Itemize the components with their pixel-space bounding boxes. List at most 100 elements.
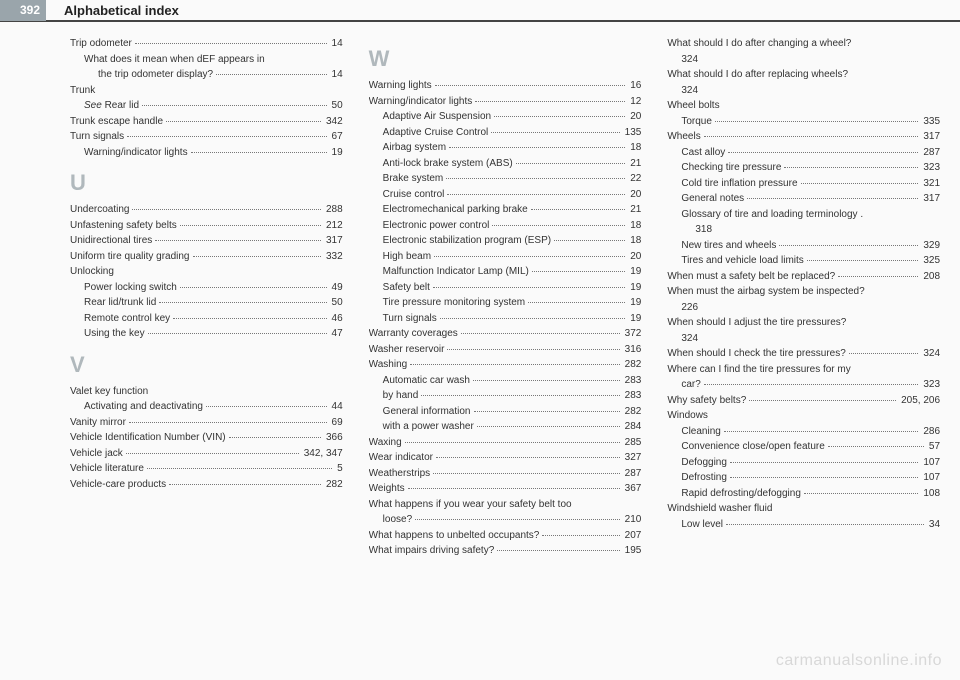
entry-page: 19 — [628, 280, 641, 296]
index-entry: Warranty coverages372 — [369, 326, 642, 342]
index-entry: Checking tire pressure323 — [667, 160, 940, 176]
entry-page: 18 — [628, 233, 641, 249]
index-entry: loose?210 — [369, 512, 642, 528]
index-entry: Defogging107 — [667, 455, 940, 471]
leader-dots — [193, 256, 321, 257]
entry-page: 372 — [623, 326, 642, 342]
index-entry: Malfunction Indicator Lamp (MIL)19 — [369, 264, 642, 280]
entry-page: 367 — [623, 481, 642, 497]
index-entry: Tire pressure monitoring system19 — [369, 295, 642, 311]
entry-page: 107 — [921, 455, 940, 471]
entry-page: 332 — [324, 249, 343, 265]
entry-label: Anti-lock brake system (ABS) — [383, 156, 513, 172]
leader-dots — [516, 163, 626, 164]
entry-page: 286 — [921, 424, 940, 440]
index-entry: Trunk — [70, 83, 343, 99]
index-entry: Washing282 — [369, 357, 642, 373]
index-entry: Defrosting107 — [667, 470, 940, 486]
entry-page: 329 — [921, 238, 940, 254]
entry-page: 282 — [623, 357, 642, 373]
entry-page: 34 — [927, 517, 940, 533]
leader-dots — [216, 74, 326, 75]
entry-label: Convenience close/open feature — [681, 439, 824, 455]
entry-page: 18 — [628, 140, 641, 156]
entry-label: Uniform tire quality grading — [70, 249, 190, 265]
entry-label: When must the airbag system be inspected… — [667, 286, 864, 297]
index-entry: Tires and vehicle load limits 325 — [667, 253, 940, 269]
index-entry: What does it mean when dEF appears in — [70, 52, 343, 68]
entry-label: Checking tire pressure — [681, 160, 781, 176]
entry-page: 20 — [628, 249, 641, 265]
index-entry: Using the key47 — [70, 326, 343, 342]
entry-page: 19 — [628, 295, 641, 311]
index-entry: Low level34 — [667, 517, 940, 533]
index-entry: Torque335 — [667, 114, 940, 130]
entry-page: 208 — [921, 269, 940, 285]
entry-label: Wheels — [667, 129, 700, 145]
index-entry: Anti-lock brake system (ABS)21 — [369, 156, 642, 172]
entry-label: Electronic stabilization program (ESP) — [383, 233, 551, 249]
index-entry: Trunk escape handle342 — [70, 114, 343, 130]
leader-dots — [436, 457, 620, 458]
index-entry: Uniform tire quality grading 332 — [70, 249, 343, 265]
entry-page: 287 — [623, 466, 642, 482]
leader-dots — [704, 384, 919, 385]
index-entry: Cleaning286 — [667, 424, 940, 440]
entry-label: Unfastening safety belts — [70, 218, 177, 234]
entry-page: 135 — [623, 125, 642, 141]
index-entry: Waxing285 — [369, 435, 642, 451]
index-entry: Adaptive Air Suspension20 — [369, 109, 642, 125]
entry-page: 321 — [921, 176, 940, 192]
leader-dots — [166, 121, 321, 122]
leader-dots — [447, 194, 625, 195]
entry-label: Torque — [681, 114, 712, 130]
section-letter: W — [369, 46, 642, 72]
entry-page: 22 — [628, 171, 641, 187]
entry-label: loose? — [383, 512, 412, 528]
leader-dots — [477, 426, 620, 427]
leader-dots — [132, 209, 321, 210]
entry-label: Power locking switch — [84, 280, 177, 296]
leader-dots — [492, 225, 625, 226]
leader-dots — [127, 136, 326, 137]
index-columns: Trip odometer14What does it mean when dE… — [0, 36, 960, 559]
entry-page: 325 — [921, 253, 940, 269]
index-entry: What should I do after replacing wheels? — [667, 67, 940, 83]
entry-label: What should I do after changing a wheel? — [667, 38, 851, 49]
index-entry: What happens if you wear your safety bel… — [369, 497, 642, 513]
column-2: WWarning lights16Warning/indicator light… — [369, 36, 642, 559]
index-entry: Unfastening safety belts212 — [70, 218, 343, 234]
leader-dots — [129, 422, 327, 423]
page-number: 392 — [0, 0, 46, 21]
leader-dots — [180, 287, 327, 288]
entry-label: Why safety belts? — [667, 393, 746, 409]
section-letter: U — [70, 170, 343, 196]
index-entry: Where can I find the tire pressures for … — [667, 362, 940, 378]
index-entry: Cruise control20 — [369, 187, 642, 203]
index-entry: Windshield washer fluid — [667, 501, 940, 517]
leader-dots — [704, 136, 919, 137]
index-entry: Vehicle Identification Number (VIN)366 — [70, 430, 343, 446]
entry-label: General information — [383, 404, 471, 420]
entry-label: 226 — [681, 302, 698, 313]
entry-label: Trunk escape handle — [70, 114, 163, 130]
index-entry: the trip odometer display?14 — [70, 67, 343, 83]
entry-page: 285 — [623, 435, 642, 451]
index-entry: When must a safety belt be replaced?208 — [667, 269, 940, 285]
index-entry: Convenience close/open feature57 — [667, 439, 940, 455]
index-entry: What impairs driving safety?195 — [369, 543, 642, 559]
entry-label: Windshield washer fluid — [667, 503, 772, 514]
entry-page: 327 — [623, 450, 642, 466]
index-entry: car?323 — [667, 377, 940, 393]
index-entry: Undercoating288 — [70, 202, 343, 218]
entry-label: Airbag system — [383, 140, 446, 156]
leader-dots — [191, 152, 327, 153]
entry-page: 317 — [324, 233, 343, 249]
entry-page: 323 — [921, 377, 940, 393]
entry-label: 318 — [695, 224, 712, 235]
entry-label: Tires and vehicle load limits — [681, 253, 803, 269]
entry-page: 19 — [628, 311, 641, 327]
section-letter: V — [70, 352, 343, 378]
entry-label: Washer reservoir — [369, 342, 445, 358]
index-entry: Airbag system 18 — [369, 140, 642, 156]
